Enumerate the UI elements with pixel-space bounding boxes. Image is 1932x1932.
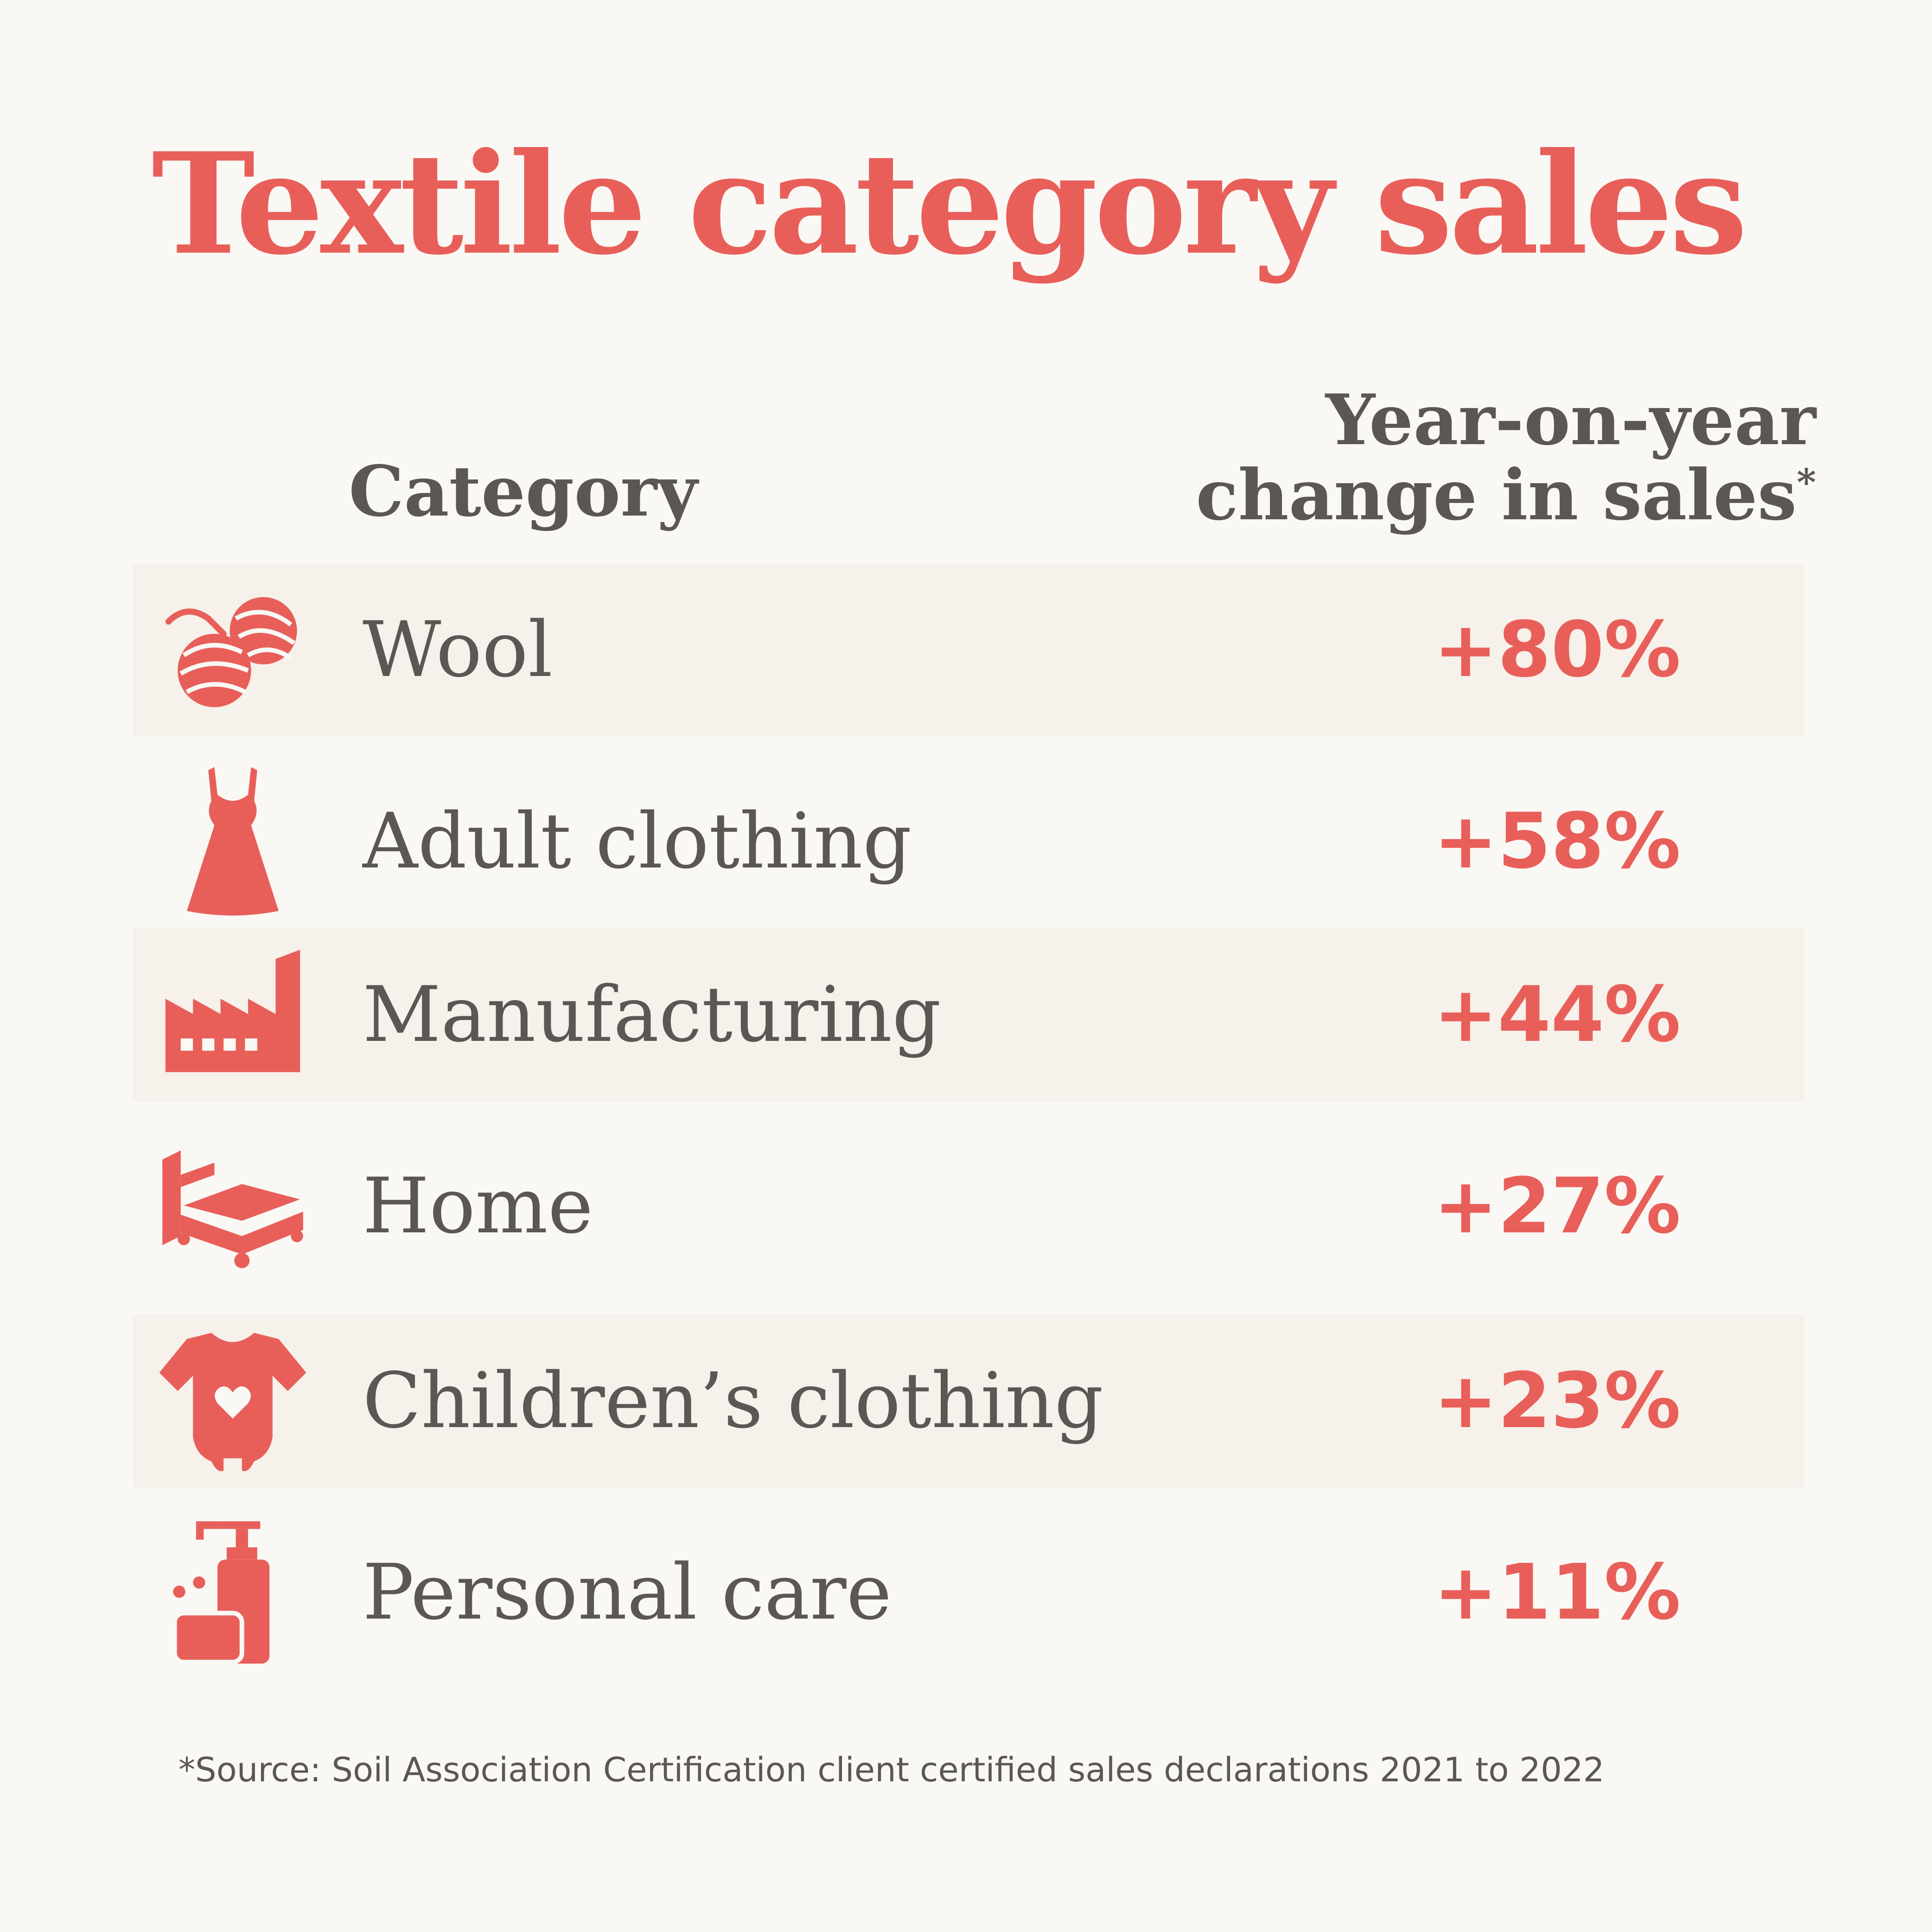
- row-label: Children’s clothing: [363, 1356, 1103, 1445]
- row-value: +23%: [1434, 1356, 1681, 1445]
- row-value: +11%: [1434, 1548, 1681, 1637]
- yarn-ball-icon: [156, 573, 309, 726]
- row-label: Wool: [363, 605, 553, 694]
- factory-icon: [156, 937, 309, 1090]
- row-value: +44%: [1434, 970, 1681, 1059]
- row-label: Home: [363, 1161, 593, 1250]
- soap-dispenser-icon: [156, 1515, 309, 1668]
- table-row-childrens-clothing: Children’s clothing +23%: [133, 1314, 1804, 1487]
- table-row-wool: Wool +80%: [133, 563, 1804, 736]
- table-row-adult-clothing: Adult clothing +58%: [133, 755, 1804, 928]
- row-label: Personal care: [363, 1548, 892, 1637]
- table-row-personal-care: Personal care +11%: [133, 1506, 1804, 1679]
- row-value: +80%: [1434, 605, 1681, 694]
- baby-bodysuit-icon: [156, 1324, 309, 1477]
- row-value: +27%: [1434, 1161, 1681, 1250]
- page-title: Textile category sales: [152, 122, 1748, 286]
- bed-icon: [156, 1129, 309, 1282]
- change-column-header: Year-on-year change in sales*: [1196, 383, 1816, 533]
- dress-icon: [156, 764, 309, 917]
- row-value: +58%: [1434, 797, 1681, 886]
- table-row-home: Home +27%: [133, 1120, 1804, 1293]
- change-header-line2-text: change in sales: [1196, 454, 1797, 536]
- row-label: Adult clothing: [363, 797, 912, 886]
- change-header-line1: Year-on-year: [1325, 379, 1816, 461]
- category-column-header: Category: [349, 451, 698, 532]
- change-header-line2: change in sales*: [1196, 458, 1816, 533]
- category-table: Wool +80% Adult clothing +58% Manufactur…: [133, 563, 1804, 1722]
- table-row-manufacturing: Manufacturing +44%: [133, 928, 1804, 1101]
- footnote-marker: *: [1797, 460, 1816, 504]
- source-note: *Source: Soil Association Certification …: [179, 1750, 1605, 1789]
- row-label: Manufacturing: [363, 970, 941, 1059]
